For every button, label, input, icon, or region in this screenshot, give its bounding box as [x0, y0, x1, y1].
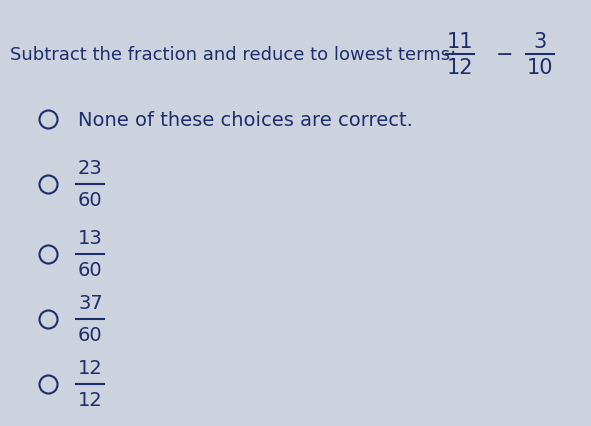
Text: 23: 23: [78, 159, 103, 178]
Text: 60: 60: [78, 191, 103, 210]
Text: 60: 60: [78, 261, 103, 280]
Text: 3: 3: [533, 32, 547, 52]
Text: 12: 12: [78, 359, 103, 377]
Text: 60: 60: [78, 326, 103, 345]
Text: 12: 12: [78, 391, 103, 409]
Text: Subtract the fraction and reduce to lowest terms:: Subtract the fraction and reduce to lowe…: [10, 46, 456, 64]
Text: 13: 13: [78, 229, 103, 248]
Text: −: −: [496, 45, 514, 65]
Text: 11: 11: [447, 32, 473, 52]
Text: 12: 12: [447, 58, 473, 78]
Text: None of these choices are correct.: None of these choices are correct.: [78, 110, 413, 129]
Text: 10: 10: [527, 58, 553, 78]
Text: 37: 37: [78, 294, 103, 313]
